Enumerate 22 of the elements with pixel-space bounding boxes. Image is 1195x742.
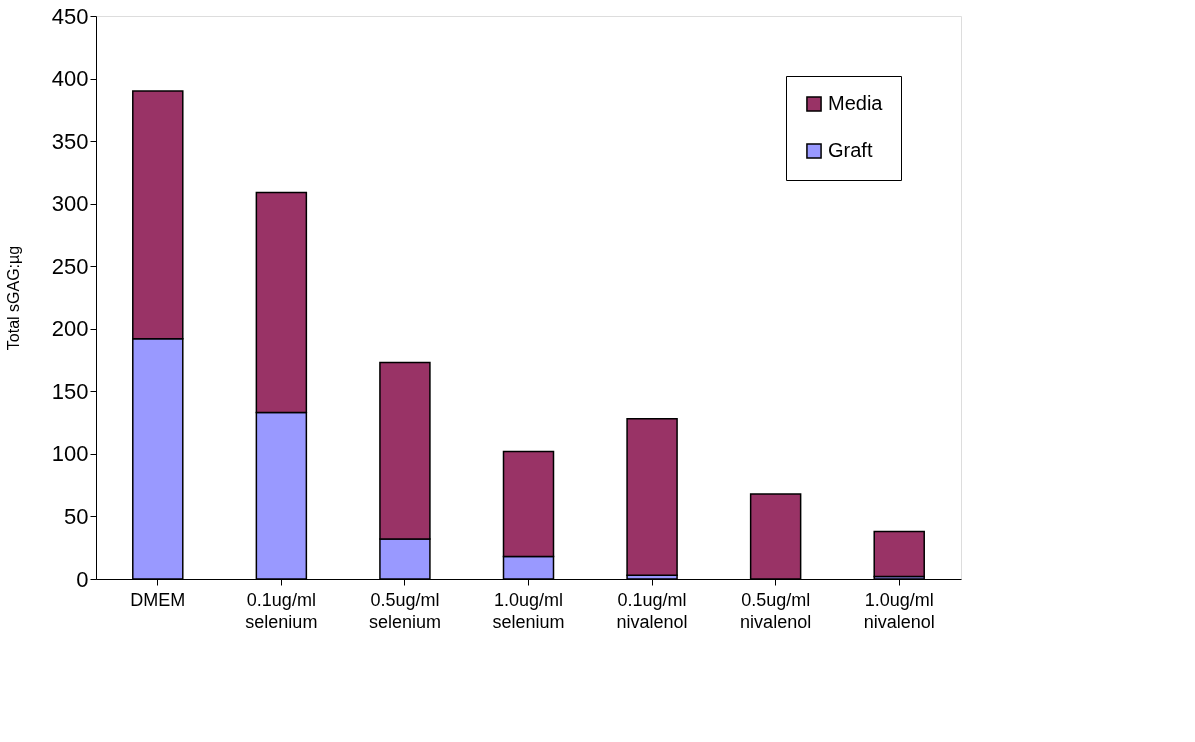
x-tick-label: 0.5ug/ml selenium (368, 589, 441, 632)
legend-label: Graft (828, 139, 873, 161)
x-tick-label: 1.0ug/ml nivalenol (863, 589, 935, 632)
bar (626, 418, 678, 576)
y-tick-label: 150 (51, 378, 89, 404)
y-tick-label: 450 (51, 3, 89, 29)
y-tick-label: 350 (51, 128, 89, 154)
y-axis-title: Total sGAG:µg (4, 245, 22, 351)
y-tick-label: 200 (51, 316, 89, 342)
y-tick-label: 100 (51, 441, 89, 467)
x-tick-label: 1.0ug/ml selenium (492, 589, 565, 632)
bar (873, 530, 925, 578)
y-tick-label: 0 (76, 566, 89, 592)
x-tick-label: 0.1ug/ml selenium (245, 589, 318, 632)
y-tick-label: 250 (51, 253, 89, 279)
x-tick-label: 0.1ug/ml nivalenol (616, 589, 688, 632)
y-tick-label: 400 (51, 66, 89, 92)
x-tick-label: 0.5ug/ml nivalenol (740, 589, 812, 632)
x-tick-label: DMEM (130, 589, 186, 610)
y-tick-label: 300 (51, 191, 89, 217)
y-tick-label: 50 (64, 503, 89, 529)
legend-label: Media (828, 92, 884, 114)
